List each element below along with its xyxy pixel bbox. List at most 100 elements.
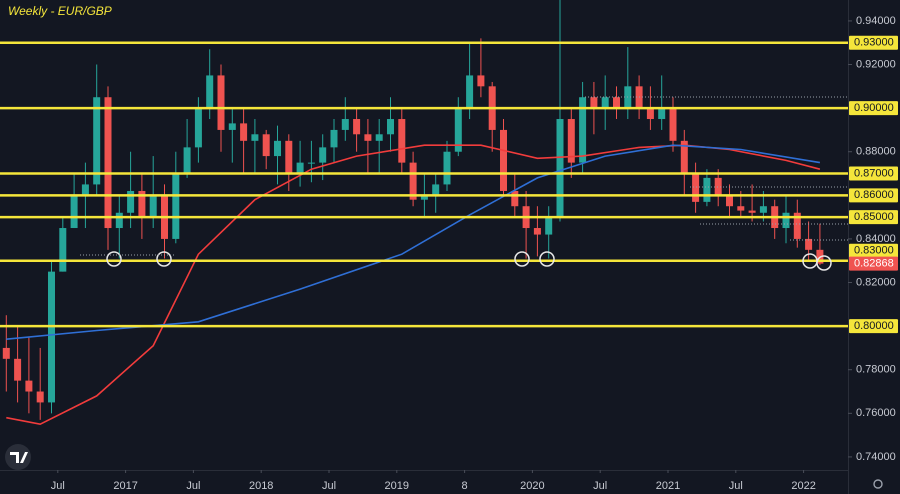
candle-body [274, 140, 281, 157]
candle-body [375, 134, 383, 141]
candle-body [364, 134, 372, 141]
annotation-circles [106, 251, 832, 271]
candle-body [533, 228, 541, 235]
y-tick-label: 0.92000 [856, 58, 896, 70]
candle-body [14, 358, 22, 381]
candle-body [81, 184, 89, 196]
circle [514, 251, 530, 267]
x-tick-label: 2021 [656, 480, 680, 492]
candle-body [70, 195, 78, 229]
level-tag [849, 319, 898, 334]
candle-body [127, 190, 135, 213]
x-tick-label: 2018 [249, 480, 273, 492]
logo-glyph [10, 452, 28, 463]
candle-body [782, 212, 790, 229]
chart-title: Weekly - EUR/GBP [8, 4, 112, 18]
level-label: 0.93000 [854, 37, 894, 49]
candle-body [172, 173, 180, 239]
level-tag [849, 188, 898, 203]
settings-icon[interactable] [873, 479, 883, 489]
candle-body [759, 206, 767, 213]
candle-body [206, 75, 214, 109]
x-tick-label: 8 [462, 480, 468, 492]
candle-body [466, 75, 474, 109]
candle-body [48, 271, 55, 403]
candle-body [500, 129, 507, 191]
x-tick-label: Jul [593, 480, 607, 492]
level-tag [849, 101, 898, 116]
candle-body [2, 347, 10, 359]
candle-body [477, 75, 485, 87]
x-tick-label: Jul [51, 480, 65, 492]
last-price-tag [849, 256, 898, 271]
candle-body [341, 119, 349, 130]
level-tag [849, 35, 898, 50]
circle [816, 255, 832, 271]
candle-body [296, 162, 304, 174]
candle-body [115, 212, 123, 229]
candle-body [567, 119, 575, 163]
plot-area [0, 0, 848, 426]
candle-body [601, 97, 609, 109]
y-tick-label: 0.78000 [856, 364, 896, 376]
candle-body [590, 97, 598, 109]
candle-body [387, 119, 394, 135]
gear[interactable] [873, 479, 883, 489]
y-tick-label: 0.94000 [856, 15, 896, 27]
candle-body [183, 147, 191, 174]
candle-body [330, 129, 338, 148]
candle-body [658, 108, 666, 120]
candle-body [805, 238, 813, 250]
candle-body [240, 123, 248, 141]
x-tick-label: 2017 [113, 480, 137, 492]
circle [539, 251, 555, 267]
candle-body [307, 162, 315, 164]
candle-body [579, 97, 587, 163]
candle-body [432, 184, 440, 196]
candle-body [556, 119, 564, 218]
x-tick-label: Jul [729, 480, 743, 492]
level-label: 0.86000 [854, 189, 894, 201]
candle-body [217, 75, 225, 130]
y-tick-label: 0.88000 [856, 146, 896, 158]
candle-body [703, 177, 711, 202]
level-tag [849, 210, 898, 225]
y-tick-label: 0.82000 [856, 276, 896, 288]
candle-body [737, 206, 745, 211]
level-tag [849, 166, 898, 181]
candle-body [251, 134, 259, 141]
candle-body [25, 380, 33, 392]
candle-body [545, 217, 553, 235]
level-label: 0.87000 [854, 167, 894, 179]
level-label: 0.85000 [854, 211, 894, 223]
candle-body [398, 119, 406, 163]
candle-body [793, 212, 801, 239]
candle-body [680, 140, 688, 174]
x-tick-label: Jul [322, 480, 336, 492]
candle-body [714, 177, 722, 196]
candle-body [409, 162, 417, 200]
candle-body [228, 123, 236, 130]
candle-body [669, 108, 677, 141]
circle [106, 251, 122, 267]
candle-body [511, 190, 519, 207]
candle-body [692, 173, 700, 202]
candle-body [149, 195, 157, 218]
last-price-label: 0.82868 [854, 258, 894, 270]
level-label: 0.83000 [854, 245, 894, 257]
candle-body [646, 108, 654, 120]
candle-body [104, 97, 112, 229]
level-tag [849, 243, 898, 258]
y-tick-label: 0.74000 [856, 451, 896, 463]
dotted-guides [80, 96, 848, 256]
candle-body [353, 119, 361, 135]
candle-body [454, 108, 462, 152]
moving-average [6, 144, 821, 340]
candle-body [420, 195, 428, 200]
candle-body [194, 108, 202, 148]
level-label: 0.80000 [854, 320, 894, 332]
y-tick-label: 0.76000 [856, 407, 896, 419]
